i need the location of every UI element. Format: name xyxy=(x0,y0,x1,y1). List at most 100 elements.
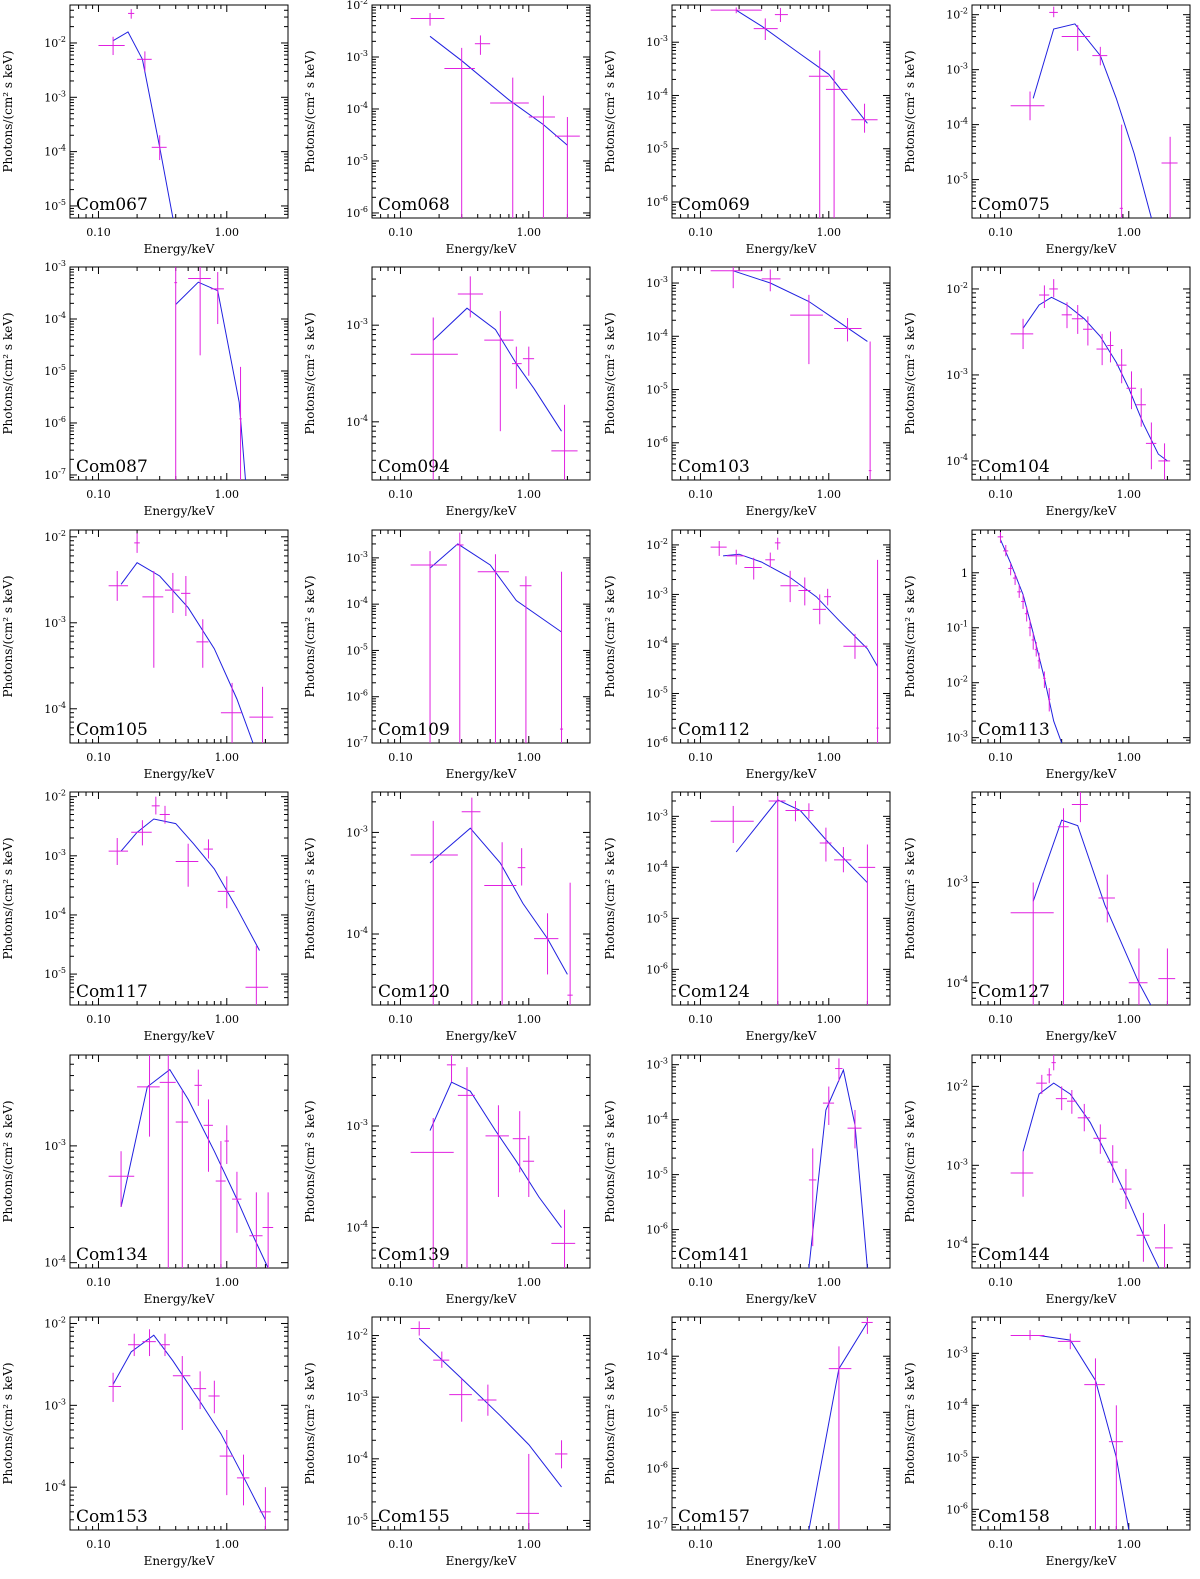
y-tick-label: 10-2 xyxy=(44,529,66,544)
y-tick-label: 10-3 xyxy=(44,1138,66,1153)
y-tick-label: 10-6 xyxy=(44,415,66,430)
y-tick-label: 10-4 xyxy=(946,117,968,132)
x-tick-label: 0.10 xyxy=(86,488,111,501)
y-tick-label: 10-3 xyxy=(646,275,668,290)
y-axis-label: Photons/(cm² s keV) xyxy=(1,575,15,697)
y-tick-label: 10-5 xyxy=(646,382,668,397)
model-line xyxy=(735,799,868,884)
y-tick-label: 10-4 xyxy=(346,926,368,941)
panel-label: Com105 xyxy=(76,720,148,740)
panel-label: Com144 xyxy=(978,1245,1050,1265)
model-line xyxy=(429,1081,562,1228)
plot-area xyxy=(108,1055,274,1268)
plot-frame xyxy=(69,1316,289,1531)
x-axis-label: Energy/keV xyxy=(446,767,517,781)
x-axis-label: Energy/keV xyxy=(1046,504,1117,518)
y-axis-label: Photons/(cm² s keV) xyxy=(603,575,617,697)
x-axis-label: Energy/keV xyxy=(144,1029,215,1043)
spectrum-panel: 0.10 1.00 10-5 10-4 10-3 10-2 Energy/keV Photon… xyxy=(1,789,289,1043)
y-tick-label: 10-3 xyxy=(44,89,66,104)
y-tick-label: 10-5 xyxy=(646,685,668,700)
x-tick-label: 1.00 xyxy=(517,1538,542,1551)
x-tick-label: 1.00 xyxy=(1117,226,1142,239)
y-tick-label: 1 xyxy=(961,567,968,580)
plot-area xyxy=(997,532,1063,743)
model-line xyxy=(1023,1335,1130,1530)
model-line xyxy=(429,827,568,975)
plot-frame xyxy=(371,1316,591,1531)
plot-area xyxy=(108,1329,271,1530)
x-axis-label: Energy/keV xyxy=(144,1554,215,1568)
spectrum-panel: 0.10 1.00 10-6 10-5 10-4 10-3 10-2 Energy/keV Ph… xyxy=(603,529,891,781)
plot-area xyxy=(410,797,573,1005)
y-tick-label: 10-7 xyxy=(346,735,368,750)
y-tick-label: 10-4 xyxy=(346,101,368,116)
x-axis-label: Energy/keV xyxy=(746,1554,817,1568)
x-tick-label: 0.10 xyxy=(86,226,111,239)
x-axis-label: Energy/keV xyxy=(446,1554,517,1568)
y-tick-label: 10-4 xyxy=(646,87,668,102)
panel-label: Com068 xyxy=(378,195,450,215)
y-tick-label: 10-4 xyxy=(946,453,968,468)
y-tick-label: 10-4 xyxy=(946,1397,968,1412)
model-line xyxy=(429,543,562,633)
y-tick-label: 10-4 xyxy=(346,1451,368,1466)
spectrum-panel: 0.10 1.00 10-4 10-3 10-2 Energy/keV Photons/(c… xyxy=(903,266,1191,518)
model-line xyxy=(735,9,868,124)
panel-label: Com087 xyxy=(76,457,148,477)
plot-frame xyxy=(671,1054,891,1269)
x-axis-label: Energy/keV xyxy=(446,1292,517,1306)
spectrum-panel: 0.10 1.00 10-4 10-3 10-2 Energy/keV Photons/(c… xyxy=(1,1315,289,1568)
model-line xyxy=(723,553,879,667)
spectrum-panel: 0.10 1.00 10-6 10-5 10-4 10-3 Energy/keV Photon… xyxy=(903,1316,1191,1568)
panel-label: Com157 xyxy=(678,1507,750,1527)
y-tick-label: 10-1 xyxy=(946,620,968,635)
y-tick-label: 10-3 xyxy=(44,848,66,863)
x-tick-label: 1.00 xyxy=(215,1013,240,1026)
plot-area xyxy=(1010,1055,1173,1268)
panel-label: Com120 xyxy=(378,982,450,1002)
y-tick-label: 10-3 xyxy=(646,34,668,49)
y-tick-label: 10-2 xyxy=(946,1078,968,1093)
panel-label: Com112 xyxy=(678,720,750,740)
x-tick-label: 0.10 xyxy=(988,488,1013,501)
x-tick-label: 0.10 xyxy=(86,751,111,764)
spectrum-panel: 0.10 1.00 10-4 10-3 Energy/keV Photons/(cm² s… xyxy=(303,266,591,518)
y-tick-label: 10-5 xyxy=(646,141,668,156)
y-tick-label: 10-3 xyxy=(346,317,368,332)
panel-label: Com141 xyxy=(678,1245,750,1265)
x-tick-label: 1.00 xyxy=(1117,488,1142,501)
y-tick-label: 10-5 xyxy=(44,966,66,981)
x-tick-label: 0.10 xyxy=(988,1276,1013,1289)
x-tick-label: 0.10 xyxy=(688,1538,713,1551)
y-tick-label: 10-4 xyxy=(44,701,66,716)
x-tick-label: 0.10 xyxy=(388,1538,413,1551)
panel-label: Com155 xyxy=(378,1507,450,1527)
x-tick-label: 0.10 xyxy=(988,226,1013,239)
spectrum-panel: 0.10 1.00 10-4 10-3 Energy/keV Photons/(cm² s… xyxy=(903,791,1191,1043)
y-tick-label: 10-6 xyxy=(346,689,368,704)
y-tick-label: 10-4 xyxy=(646,1348,668,1363)
spectrum-panel: 0.10 1.00 10-7 10-6 10-5 10-4 Energy/keV Photon… xyxy=(603,1316,891,1568)
plot-area xyxy=(1010,792,1176,1005)
y-axis-label: Photons/(cm² s keV) xyxy=(603,312,617,434)
x-tick-label: 1.00 xyxy=(517,226,542,239)
y-tick-label: 10-5 xyxy=(946,1449,968,1464)
y-tick-label: 10-6 xyxy=(646,961,668,976)
plot-frame xyxy=(671,266,891,481)
spectrum-panel: 0.10 1.00 10-3 10-2 10-1 1 Energy/keV Photons/(… xyxy=(903,529,1191,781)
panel-label: Com094 xyxy=(378,457,450,477)
x-tick-label: 1.00 xyxy=(817,1276,842,1289)
x-axis-label: Energy/keV xyxy=(1046,1029,1117,1043)
x-tick-label: 0.10 xyxy=(388,488,413,501)
y-tick-label: 10-2 xyxy=(946,7,968,22)
model-line xyxy=(808,1322,868,1530)
x-axis-label: Energy/keV xyxy=(446,242,517,256)
y-axis-label: Photons/(cm² s keV) xyxy=(303,50,317,172)
panel-label: Com134 xyxy=(76,1245,148,1265)
plot-area xyxy=(1010,1330,1130,1530)
y-axis-label: Photons/(cm² s keV) xyxy=(603,50,617,172)
x-tick-label: 1.00 xyxy=(817,1538,842,1551)
x-tick-label: 0.10 xyxy=(988,1538,1013,1551)
